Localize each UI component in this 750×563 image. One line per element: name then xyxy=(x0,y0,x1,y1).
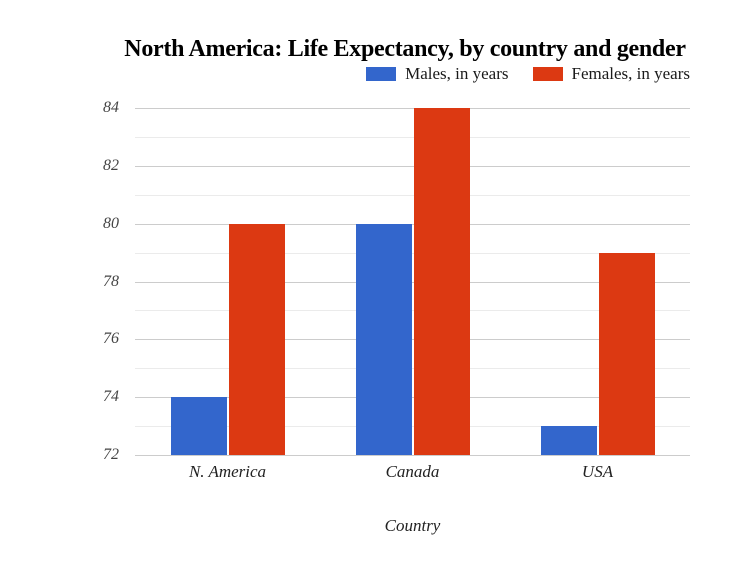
legend-item-males: Males, in years xyxy=(366,64,509,84)
y-axis-tick-label: 74 xyxy=(103,388,119,406)
major-gridline xyxy=(135,339,690,341)
major-gridline xyxy=(135,281,690,283)
minor-gridline xyxy=(135,310,690,312)
bar-females-n-america xyxy=(228,223,285,455)
chart-title: North America: Life Expectancy, by count… xyxy=(124,36,686,62)
major-gridline xyxy=(135,108,690,109)
bar-males-canada xyxy=(355,223,412,455)
legend-item-females: Females, in years xyxy=(532,64,691,84)
y-axis-tick-label: 84 xyxy=(103,99,119,116)
y-axis-tick-label: 78 xyxy=(103,272,119,290)
major-gridline xyxy=(135,455,690,456)
y-axis-tick-label: 72 xyxy=(103,446,119,463)
minor-gridline xyxy=(135,426,690,428)
females-legend-swatch-icon xyxy=(532,67,563,81)
major-gridline xyxy=(135,223,690,225)
major-gridline xyxy=(135,397,690,399)
x-axis-category-label: Canada xyxy=(385,462,440,481)
males-legend-swatch-icon xyxy=(366,67,397,81)
plot-area: Country 72 74 76 78 80 82 84 N. America Canada US… xyxy=(103,100,690,535)
legend-label-females: Females, in years xyxy=(571,64,691,83)
bar-males-usa xyxy=(540,426,597,455)
minor-gridline xyxy=(135,252,690,254)
y-axis-tick-label: 80 xyxy=(103,214,119,232)
x-axis-title: Country xyxy=(384,516,441,535)
bar-females-canada xyxy=(413,108,470,455)
y-axis-tick-label: 76 xyxy=(103,330,119,348)
bar-females-usa xyxy=(598,252,655,455)
minor-gridline xyxy=(135,194,690,196)
x-axis-category-label: USA xyxy=(581,462,614,481)
minor-gridline xyxy=(135,136,690,138)
x-axis-category-label: N. America xyxy=(188,462,267,481)
major-gridline xyxy=(135,165,690,167)
legend-label-males: Males, in years xyxy=(405,64,509,83)
bar-males-n-america xyxy=(170,397,227,455)
minor-gridline xyxy=(135,368,690,370)
y-axis-tick-label: 82 xyxy=(103,156,119,174)
legend: Males, in years Females, in years xyxy=(366,64,690,84)
